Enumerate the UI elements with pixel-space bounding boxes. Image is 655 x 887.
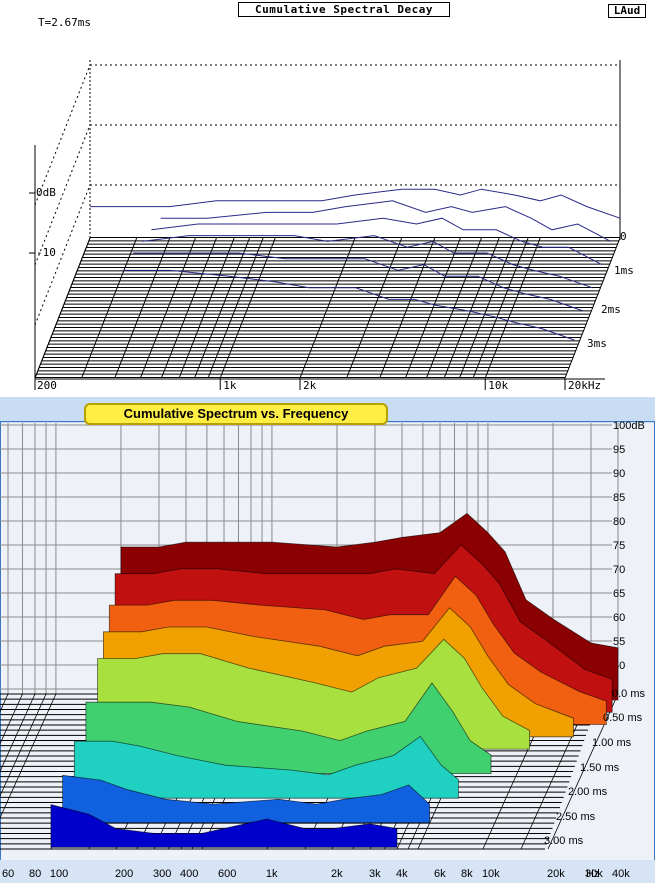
- x-tick-label: 1k: [266, 868, 278, 880]
- decay-curve: [160, 200, 612, 242]
- floor-freq-line: [207, 237, 264, 379]
- floor-freq-line: [443, 237, 500, 379]
- spectrum-slice: [50, 804, 398, 848]
- x-tick-label: 600: [218, 868, 236, 880]
- floor-freq-line: [194, 237, 251, 379]
- time-tick-label: 1ms: [614, 264, 634, 277]
- wall-edge: [34, 237, 91, 379]
- time-tick-label: 3.00 ms: [544, 835, 584, 847]
- floor-freq-line: [346, 237, 403, 379]
- floor-freq-line: [81, 237, 138, 379]
- spectrum-slice: [62, 774, 430, 824]
- spectrum-slice: [73, 735, 459, 799]
- x-tick-label: 40k: [612, 868, 630, 880]
- y-tick-label: 80: [613, 516, 625, 528]
- time-tick-label: 2.50 ms: [556, 811, 596, 823]
- floor-freq-line: [178, 237, 235, 379]
- floor-freq-line: [0, 693, 47, 797]
- x-tick-label: 10k: [488, 379, 508, 392]
- chart-title: Cumulative Spectral Decay: [238, 2, 450, 17]
- y-tick-label: -10: [36, 246, 56, 259]
- wall-diag-gridline: [34, 184, 91, 326]
- floor-freq-line: [472, 237, 529, 379]
- floor-freq-line: [379, 237, 436, 379]
- x-tick-label: 8k: [461, 868, 473, 880]
- x-tick-label: 1k: [223, 379, 237, 392]
- cumulative-spectral-decay-panel: 200 1k 2k 10k 20kHz 0dB -10 0 1ms 2ms 3ms Cumulati…: [0, 0, 655, 397]
- x-tick-label: 2k: [331, 868, 343, 880]
- decay-curve: [123, 269, 575, 341]
- wall-diag-gridline: [34, 64, 91, 206]
- decay-curve: [151, 217, 602, 266]
- time-window-label: T=2.67ms: [38, 16, 91, 29]
- cumulative-spectrum-panel: 100dB 95 90 85 80 75 70 65 60 55 50 0.0 ms 0.50 ms 1.…: [0, 397, 655, 883]
- floor-freq-line: [0, 693, 36, 773]
- x-tick-label: 400: [180, 868, 198, 880]
- chart-title-2: Cumulative Spectrum vs. Frequency: [84, 403, 388, 425]
- time-tick-label: 0.50 ms: [603, 712, 643, 724]
- x-tick-label: 200: [37, 379, 57, 392]
- x-tick-label: Hz: [586, 868, 599, 880]
- decay-curve: [142, 235, 593, 289]
- time-tick-label: 2ms: [601, 303, 621, 316]
- y-tick-label: 100dB: [613, 420, 645, 432]
- floor-freq-line: [484, 237, 541, 379]
- x-tick-label: 30k: [585, 868, 603, 880]
- y-tick-label: 85: [613, 492, 625, 504]
- floor-freq-line: [0, 693, 23, 745]
- time-tick-label: 0: [620, 230, 627, 243]
- decay-curve: [133, 252, 584, 312]
- y-tick-label: 75: [613, 540, 625, 552]
- x-tick-label: 20kHz: [568, 379, 601, 392]
- y-tick-label: 90: [613, 468, 625, 480]
- x-tick-label: 20k: [547, 868, 565, 880]
- floor-freq-line: [564, 237, 621, 379]
- time-tick-label: 1.50 ms: [580, 762, 620, 774]
- x-tick-label: 60: [2, 868, 14, 880]
- laud-badge: LAud: [608, 4, 646, 18]
- floor-freq-line: [299, 237, 356, 379]
- x-axis-band: [0, 860, 655, 883]
- x-tick-label: 300: [153, 868, 171, 880]
- spectrum-slice: [85, 682, 492, 774]
- x-tick-label: 100: [50, 868, 68, 880]
- floor-freq-line: [139, 237, 196, 379]
- time-tick-label: 1.00 ms: [592, 737, 632, 749]
- spectral-decay-plot: 200 1k 2k 10k 20kHz 0dB -10 0 1ms 2ms 3ms: [29, 60, 634, 392]
- y-tick-label: 70: [613, 564, 625, 576]
- x-tick-label: 6k: [434, 868, 446, 880]
- x-tick-label: 80: [29, 868, 41, 880]
- floor-freq-line: [219, 237, 276, 379]
- time-tick-label: 2.00 ms: [568, 786, 608, 798]
- y-tick-label: 95: [613, 444, 625, 456]
- x-tick-label: 4k: [396, 868, 408, 880]
- y-tick-label: 65: [613, 588, 625, 600]
- x-tick-label: 200: [115, 868, 133, 880]
- x-tick-label: 10k: [482, 868, 500, 880]
- y-tick-label: 55: [613, 636, 625, 648]
- x-tick-label: 2k: [303, 379, 317, 392]
- wall-diag-gridline: [34, 124, 91, 266]
- time-tick-label: 0.0 ms: [612, 688, 646, 700]
- floor-freq-line: [404, 237, 461, 379]
- y-tick-label: 60: [613, 612, 625, 624]
- floor-freq-line: [114, 237, 171, 379]
- floor-freq-line: [160, 237, 217, 379]
- decay-curve: [90, 188, 621, 219]
- y-tick-label: 0dB: [36, 186, 56, 199]
- x-tick-label: 3k: [369, 868, 381, 880]
- time-tick-label: 3ms: [587, 337, 607, 350]
- floor-freq-line: [0, 693, 57, 819]
